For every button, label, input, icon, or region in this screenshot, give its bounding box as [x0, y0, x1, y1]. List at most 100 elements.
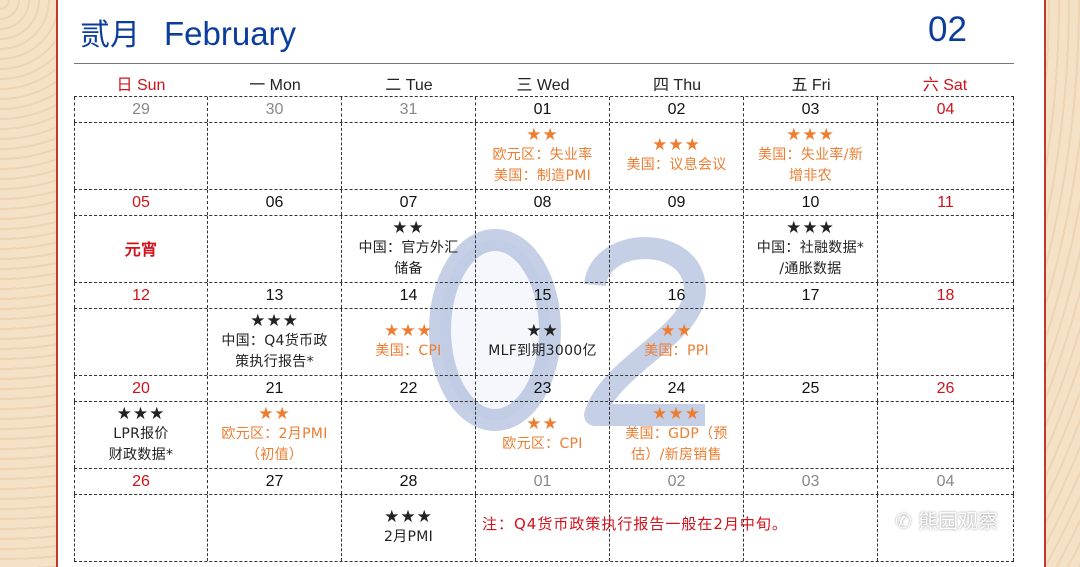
date-row: 29 30 31 01 02 03 04 — [74, 97, 1014, 123]
date-cell[interactable]: 01 — [476, 97, 610, 122]
event-text: 美国：失业率/新 — [757, 146, 864, 163]
date-cell[interactable]: 07 — [342, 190, 476, 215]
importance-stars: ★★★ — [384, 321, 433, 341]
date-cell[interactable]: 30 — [208, 97, 342, 122]
weekday-header: 五 Fri — [791, 77, 831, 94]
date-cell[interactable]: 18 — [878, 283, 1014, 308]
event-cell: ★★ 中国：官方外汇 储备 — [342, 216, 476, 282]
event-text: /通胀数据 — [779, 260, 842, 277]
date-cell[interactable]: 31 — [342, 97, 476, 122]
importance-stars: ★★ — [392, 217, 425, 238]
importance-stars: ★★ — [258, 403, 291, 424]
event-cell — [744, 402, 878, 468]
date-cell[interactable]: 13 — [208, 283, 342, 308]
date-cell[interactable]: 05 — [74, 190, 208, 215]
date-cell[interactable]: 11 — [878, 190, 1014, 215]
date-cell[interactable]: 04 — [878, 469, 1014, 494]
weekday-header: 日 Sun — [116, 77, 166, 94]
date-cell[interactable]: 26 — [74, 469, 208, 494]
event-text: 美国：议息会议 — [626, 157, 727, 173]
event-cell — [744, 495, 878, 561]
date-cell[interactable]: 08 — [476, 190, 610, 215]
footnote: 注：Q4货币政策执行报告一般在2月中旬。 — [482, 515, 788, 533]
date-cell[interactable]: 27 — [208, 469, 342, 494]
event-cell — [744, 309, 878, 375]
event-text: 策执行报告* — [235, 353, 314, 370]
date-cell[interactable]: 03 — [744, 469, 878, 494]
event-cell — [878, 123, 1014, 189]
importance-stars: ★★★ — [250, 310, 299, 331]
event-cell — [208, 216, 342, 282]
event-cell: ★★ 欧元区：CPI — [476, 402, 610, 468]
event-text: （初值） — [245, 446, 304, 463]
importance-stars: ★★ — [526, 414, 559, 434]
date-cell[interactable]: 06 — [208, 190, 342, 215]
date-cell[interactable]: 22 — [342, 376, 476, 401]
event-cell — [342, 123, 476, 189]
date-cell[interactable]: 02 — [610, 97, 744, 122]
date-row: 12 13 14 15 16 17 18 — [74, 283, 1014, 309]
event-text: LPR报价 — [113, 425, 169, 442]
importance-stars: ★★★ — [116, 403, 166, 424]
date-cell[interactable]: 02 — [610, 469, 744, 494]
event-text: 储备 — [394, 260, 423, 277]
event-cell: ★★★ 中国：Q4货币政 策执行报告* — [208, 309, 342, 375]
event-text: 财政数据* — [108, 446, 174, 463]
date-cell[interactable]: 09 — [610, 190, 744, 215]
event-text: 元宵 — [124, 239, 158, 259]
importance-stars: ★★ — [526, 124, 559, 145]
date-cell[interactable]: 03 — [744, 97, 878, 122]
event-cell — [610, 216, 744, 282]
date-cell[interactable]: 12 — [74, 283, 208, 308]
date-cell[interactable]: 23 — [476, 376, 610, 401]
weekday-header: 六 Sat — [922, 77, 968, 94]
event-text: 欧元区：CPI — [502, 436, 583, 452]
event-cell: ★★★ 美国：CPI — [342, 309, 476, 375]
account-watermark: ✆ 熊园观察 — [895, 505, 998, 534]
event-cell: 元宵 — [74, 216, 208, 282]
title-en: February — [164, 15, 297, 52]
date-cell[interactable]: 20 — [74, 376, 208, 401]
date-row: 05 06 07 08 09 10 11 — [74, 190, 1014, 216]
event-text: MLF到期3000亿 — [488, 343, 597, 359]
event-text: 美国：GDP（预 — [625, 425, 728, 442]
event-text: 中国：Q4货币政 — [221, 332, 328, 349]
event-row: ★★★ LPR报价 财政数据* ★★ 欧元区：2月PMI （初值） ★★ 欧元区：CPI ★★★… — [74, 402, 1014, 469]
date-cell[interactable]: 15 — [476, 283, 610, 308]
event-cell: ★★★ 美国：GDP（预 估）/新房销售 — [610, 402, 744, 468]
event-cell: ★★ 欧元区：2月PMI （初值） — [208, 402, 342, 468]
date-cell[interactable]: 01 — [476, 469, 610, 494]
event-text: 2月PMI — [383, 529, 434, 545]
date-cell[interactable]: 21 — [208, 376, 342, 401]
date-cell[interactable]: 28 — [342, 469, 476, 494]
date-cell[interactable]: 10 — [744, 190, 878, 215]
date-cell[interactable]: 26 — [878, 376, 1014, 401]
date-cell[interactable]: 17 — [744, 283, 878, 308]
event-text: 美国：CPI — [375, 343, 442, 359]
date-cell[interactable]: 16 — [610, 283, 744, 308]
event-cell — [342, 402, 476, 468]
event-cell: ★★ MLF到期3000亿 — [476, 309, 610, 375]
date-cell[interactable]: 24 — [610, 376, 744, 401]
date-row: 26 27 28 01 02 03 04 — [74, 469, 1014, 495]
event-text: 估）/新房销售 — [631, 446, 722, 463]
date-cell[interactable]: 25 — [744, 376, 878, 401]
event-row: ★★★ 中国：Q4货币政 策执行报告* ★★★ 美国：CPI ★★ MLF到期3000亿 ★★… — [74, 309, 1014, 376]
event-cell — [74, 309, 208, 375]
weekday-header: 一 Mon — [249, 77, 301, 94]
event-row: 元宵 ★★ 中国：官方外汇 储备 ★★★ 中国：社融数据* /通胀数据 — [74, 216, 1014, 283]
event-cell — [878, 216, 1014, 282]
event-cell: ★★★ 中国：社融数据* /通胀数据 — [744, 216, 878, 282]
wechat-icon: ✆ — [895, 509, 919, 533]
date-cell[interactable]: 04 — [878, 97, 1014, 122]
importance-stars: ★★★ — [652, 135, 701, 155]
header-divider — [74, 63, 1014, 64]
page-title: 贰月 February — [80, 10, 296, 54]
date-row: 20 21 22 23 24 25 26 — [74, 376, 1014, 402]
date-cell[interactable]: 29 — [74, 97, 208, 122]
title-cn: 贰月 — [80, 18, 140, 53]
date-cell[interactable]: 14 — [342, 283, 476, 308]
weekday-header: 四 Thu — [652, 77, 702, 94]
importance-stars: ★★★ — [786, 217, 835, 238]
event-cell — [878, 495, 1014, 561]
